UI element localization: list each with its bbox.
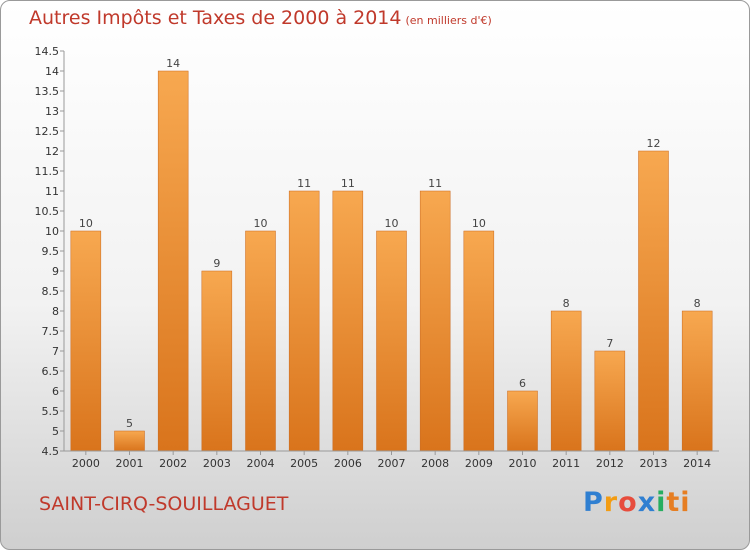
bar-2011 [550, 310, 582, 452]
x-tick-label: 2006 [334, 457, 362, 470]
bar-value-label: 10 [79, 217, 93, 230]
bar-value-label: 8 [694, 297, 701, 310]
bar-2006 [332, 190, 364, 452]
bar-value-label: 9 [213, 257, 220, 270]
y-tick-label: 11.5 [35, 165, 60, 178]
commune-name: SAINT-CIRQ-SOUILLAGUET [39, 493, 289, 515]
bar-value-label: 10 [254, 217, 268, 230]
logo-letter: P [583, 487, 604, 518]
bar-value-label: 8 [563, 297, 570, 310]
bar-2008 [419, 190, 451, 452]
logo-letter: ti [666, 487, 691, 518]
logo-letter: r [603, 487, 619, 518]
x-tick-label: 2003 [203, 457, 231, 470]
x-tick-label: 2012 [596, 457, 624, 470]
x-tick-label: 2001 [116, 457, 144, 470]
bar-value-label: 5 [126, 417, 133, 430]
x-axis: 2000 2001 2002 2003 2004 2005 2006 2007 2008 2009… [64, 450, 719, 470]
chart-title-text: Autres Impôts et Taxes de 2000 à 2014 [29, 7, 402, 29]
bar-2005 [288, 190, 320, 452]
bar-2002 [157, 70, 189, 452]
bar-2012 [594, 350, 626, 452]
y-tick-label: 6.5 [42, 365, 60, 378]
logo-letter: i [656, 487, 667, 518]
y-tick-label: 5 [52, 425, 59, 438]
bar-value-label: 7 [606, 337, 613, 350]
y-tick-label: 13.5 [35, 85, 60, 98]
y-axis: 4.5 5 5.5 6 6.5 7 7.5 8 8.5 9 9.5 10 10.5 11 11.5 12 12.… [35, 45, 65, 458]
y-tick-label: 8 [52, 305, 59, 318]
bar-2010 [507, 390, 538, 452]
bar-2007 [376, 230, 407, 452]
logo-letter: o [618, 487, 638, 518]
y-tick-label: 13 [45, 105, 59, 118]
x-tick-label: 2005 [290, 457, 318, 470]
y-tick-label: 12.5 [35, 125, 60, 138]
bar-2001 [114, 430, 145, 452]
bar-value-label: 6 [519, 377, 526, 390]
bar-2014 [681, 310, 713, 452]
y-tick-label: 12 [45, 145, 59, 158]
bar-2013 [638, 150, 669, 452]
x-tick-label: 2004 [247, 457, 275, 470]
x-tick-label: 2014 [683, 457, 711, 470]
y-tick-label: 6 [52, 385, 59, 398]
x-tick-label: 2000 [72, 457, 100, 470]
bar-value-label: 10 [472, 217, 486, 230]
y-tick-label: 8.5 [42, 285, 60, 298]
logo-letter: x [637, 487, 657, 518]
x-tick-label: 2010 [509, 457, 537, 470]
bar-2009 [463, 230, 495, 452]
y-tick-label: 4.5 [42, 445, 60, 458]
chart-unit: (en milliers d'€) [405, 14, 492, 27]
x-tick-label: 2008 [421, 457, 449, 470]
bar-value-label: 14 [166, 57, 180, 70]
y-tick-label: 7 [52, 345, 59, 358]
x-tick-label: 2007 [378, 457, 406, 470]
y-tick-label: 9 [52, 265, 59, 278]
bar-value-label: 10 [385, 217, 399, 230]
chart-title: Autres Impôts et Taxes de 2000 à 2014 (en… [29, 7, 492, 29]
proxiti-logo: Proxiti [583, 487, 691, 518]
x-tick-label: 2013 [640, 457, 668, 470]
x-tick-label: 2002 [159, 457, 187, 470]
y-tick-label: 9.5 [42, 245, 60, 258]
bar-2000 [70, 230, 102, 452]
bar-2003 [201, 270, 233, 452]
x-tick-label: 2009 [465, 457, 493, 470]
bar-value-label: 12 [647, 137, 661, 150]
bars: 10 5 14 9 10 11 11 10 11 10 6 8 7 12 8 [70, 57, 713, 452]
y-tick-label: 14.5 [35, 45, 60, 58]
y-tick-label: 7.5 [42, 325, 60, 338]
y-tick-label: 14 [45, 65, 59, 78]
bar-2004 [245, 230, 276, 452]
bar-value-label: 11 [341, 177, 355, 190]
y-tick-label: 10 [45, 225, 59, 238]
y-tick-label: 5.5 [42, 405, 60, 418]
y-tick-label: 10.5 [35, 205, 60, 218]
y-tick-label: 11 [45, 185, 59, 198]
x-tick-label: 2011 [552, 457, 580, 470]
bar-value-label: 11 [297, 177, 311, 190]
bar-value-label: 11 [428, 177, 442, 190]
